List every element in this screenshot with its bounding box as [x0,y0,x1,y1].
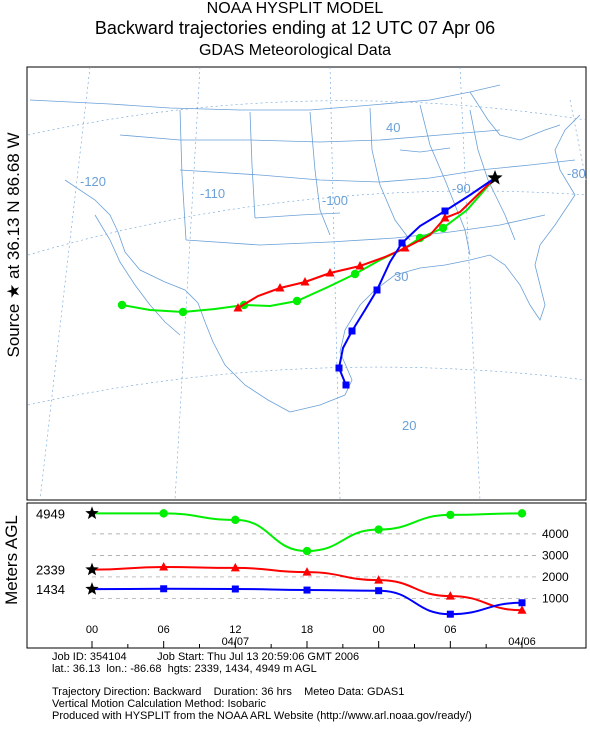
trajectory-marker-1434 [335,364,343,372]
height-marker-2339 [230,562,240,572]
height-marker-1434 [446,610,454,618]
height-marker-1434 [375,587,383,595]
start-height-star-icon [85,582,99,595]
longitude-label: -100 [322,193,348,208]
trajectory-marker-1434 [373,286,381,294]
time-tick-label: 00 [86,624,98,636]
height-tick-label: 2000 [542,570,569,584]
height-profile-4949 [91,512,523,553]
height-marker-1434 [231,585,239,593]
trajectory-marker-4949 [292,296,302,306]
latitude-label: 20 [402,418,416,433]
trajectory-marker-2339 [275,283,285,292]
trajectory-marker-2339 [300,277,310,286]
date-label: 04/07 [222,636,250,648]
vertical-axis: 1000 2000 3000 4000 06 00 18 12 06 00 04/07 04/06 [86,527,569,648]
job-info-line: Job ID: 354104 Job Start: Thu Jul 13 20:… [52,651,360,663]
method-info-line: Vertical Motion Calculation Method: Isob… [52,698,266,710]
height-marker-4949 [517,509,527,518]
trajectory-marker-4949 [178,307,188,317]
trajectory-marker-2339 [355,261,365,270]
height-tick-label: 4000 [542,527,569,541]
credit-info-line: Produced with HYSPLIT from the NOAA ARL … [52,710,472,722]
trajectory-line-1434 [337,177,496,386]
height-marker-1434 [518,599,526,607]
trajectory-marker-4949 [350,269,360,279]
trajectory-marker-2339 [325,268,335,277]
longitude-label: -80 [567,166,586,181]
time-tick-label: 12 [229,624,241,636]
height-marker-1434 [160,585,168,593]
time-tick-label: 00 [373,624,385,636]
map-grid-labels: -120 -110 -100 -90 -80 40 30 20 [80,120,586,433]
latitude-label: 30 [394,269,408,284]
height-marker-4949 [231,515,240,525]
start-height-star-icon [85,506,99,520]
height-marker-1434 [303,586,311,594]
model-title: NOAA HYSPLIT MODEL [206,0,384,17]
vertical-profiles: 4949 2339 1434 [36,506,527,618]
trajectory-marker-1434 [342,381,350,389]
trajectory-marker-2339 [440,213,450,222]
time-tick-label: 06 [158,624,170,636]
longitude-label: -110 [200,186,225,201]
longitude-label: -90 [452,181,471,196]
trajectory-marker-1434 [441,207,449,215]
height-marker-2339 [374,575,384,584]
map-frame [26,66,587,501]
height-marker-2339 [159,562,169,571]
source-star-icon [487,170,503,185]
map-coastlines [29,84,581,413]
time-tick-label: 18 [301,624,313,636]
time-tick-label: 06 [444,624,456,636]
direction-info-line: Trajectory Direction: Backward Duration:… [52,686,405,698]
chart-title: Backward trajectories ending at 12 UTC 0… [94,18,496,38]
height-tick-label: 3000 [542,548,569,562]
height-marker-2339 [302,567,312,576]
date-label: 04/06 [508,636,536,648]
start-height-label: 1434 [36,582,65,597]
height-marker-4949 [159,509,168,518]
height-marker-2339 [445,591,455,600]
latitude-label: 40 [386,120,400,135]
trajectory-line-2339 [237,177,496,309]
height-marker-4949 [446,510,455,520]
start-height-star-icon [85,562,99,576]
height-tick-label: 1000 [542,591,569,605]
height-marker-4949 [302,546,312,556]
start-height-label: 4949 [36,506,65,521]
trajectory-marker-1434 [398,239,406,247]
trajectory-marker-2339 [233,303,243,312]
trajectory-line-4949 [121,177,496,314]
trajectory-marker-2339 [400,243,410,252]
trajectory-marker-1434 [348,327,356,335]
location-info-line: lat.: 36.13 lon.: -86.68 hgts: 2339, 143… [52,663,317,675]
chart-subtitle: GDAS Meteorological Data [198,42,392,59]
horizontal-trajectories [117,170,503,389]
start-height-label: 2339 [36,563,65,578]
longitude-label: -120 [80,174,106,189]
vertical-gridlines [92,533,538,599]
trajectory-marker-4949 [117,300,127,310]
trajectory-marker-4949 [438,223,448,233]
height-marker-2339 [517,605,527,614]
height-marker-4949 [374,525,383,534]
